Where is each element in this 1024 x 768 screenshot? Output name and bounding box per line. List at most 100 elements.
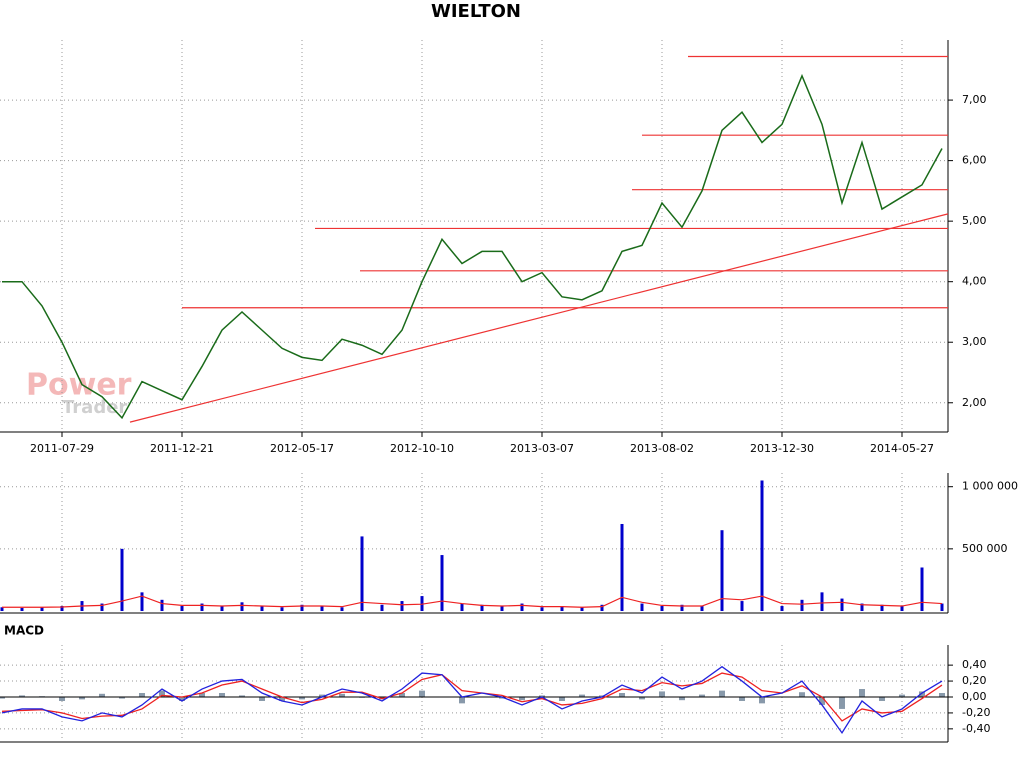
volume-bar <box>460 603 464 611</box>
x-tick-label: 2012-10-10 <box>390 442 454 455</box>
volume-bar <box>220 606 224 611</box>
volume-bar <box>20 607 24 611</box>
y-tick-label: 3,00 <box>962 335 987 348</box>
histogram-bar <box>79 696 85 700</box>
y-tick-label: 4,00 <box>962 275 987 288</box>
y-tick-label: 0,20 <box>962 674 987 687</box>
volume-bar <box>580 607 584 611</box>
volume-bar <box>300 604 304 611</box>
y-tick-label: 2,00 <box>962 396 987 409</box>
y-tick-label: 6,00 <box>962 154 987 167</box>
histogram-bar <box>499 696 505 699</box>
macd-line <box>1 665 943 734</box>
y-tick-label: 0,40 <box>962 658 987 671</box>
histogram-bar <box>859 689 865 697</box>
y-tick-label: 7,00 <box>962 93 987 106</box>
price-line <box>2 73 943 420</box>
x-tick-label: 2011-07-29 <box>30 442 94 455</box>
histogram-bar <box>399 693 405 697</box>
histogram-bar <box>459 696 465 704</box>
volume-bar <box>600 604 604 611</box>
histogram-bar <box>279 696 285 701</box>
volume-bar <box>680 604 684 611</box>
histogram-bar <box>819 696 825 705</box>
volume-bar <box>340 607 344 611</box>
macd-line <box>1 672 943 722</box>
volume-bar <box>800 599 804 611</box>
volume-bar <box>700 606 704 611</box>
watermark: Power <box>26 368 132 403</box>
volume-bar <box>900 606 904 611</box>
histogram-bar <box>19 695 25 697</box>
panel-title: MACD <box>4 624 44 638</box>
x-tick-label: 2011-12-21 <box>150 442 214 455</box>
volume-bar <box>0 607 4 611</box>
volume-bar <box>360 536 364 611</box>
histogram-bar <box>879 696 885 701</box>
volume-bar <box>40 607 44 611</box>
volume-bar <box>440 555 444 611</box>
histogram-bar <box>199 693 205 697</box>
volume-bar <box>140 592 144 611</box>
volume-bar <box>780 606 784 611</box>
volume-bar <box>420 596 424 611</box>
histogram-bar <box>239 695 245 697</box>
y-tick-label: -0,40 <box>962 722 990 735</box>
volume-bar <box>320 606 324 611</box>
histogram-bar <box>699 694 705 697</box>
histogram-bar <box>739 696 745 701</box>
histogram-bar <box>639 696 645 700</box>
volume-bar <box>740 601 744 611</box>
histogram-bar <box>679 696 685 701</box>
volume-bar <box>760 480 764 611</box>
volume-bar <box>540 607 544 611</box>
volume-bar <box>820 592 824 611</box>
histogram-bar <box>259 696 265 701</box>
histogram-bar <box>799 692 805 697</box>
y-tick-label: 5,00 <box>962 214 987 227</box>
chart-title: WIELTON <box>431 1 521 22</box>
histogram-bar <box>619 693 625 697</box>
volume-bar <box>240 602 244 611</box>
histogram-bar <box>319 694 325 697</box>
volume-bar <box>920 567 924 611</box>
histogram-bar <box>59 696 65 701</box>
histogram-bar <box>519 696 525 701</box>
volume-bar <box>100 603 104 611</box>
y-tick-label: -0,20 <box>962 706 990 719</box>
watermark: Trader <box>62 397 127 418</box>
histogram-bar <box>119 696 125 699</box>
volume-bar <box>120 548 124 611</box>
histogram-bar <box>419 690 425 697</box>
x-tick-label: 2014-05-27 <box>870 442 934 455</box>
x-tick-label: 2013-12-30 <box>750 442 814 455</box>
histogram-bar <box>159 690 165 697</box>
histogram-bar <box>839 696 845 709</box>
volume-bar <box>620 523 624 611</box>
volume-bar <box>860 603 864 611</box>
volume-bar <box>640 603 644 611</box>
volume-bar <box>500 606 504 611</box>
histogram-bar <box>899 694 905 697</box>
histogram-bar <box>579 694 585 697</box>
volume-bar <box>280 607 284 611</box>
volume-bar <box>520 603 524 611</box>
histogram-bar <box>179 696 185 701</box>
volume-bar <box>400 601 404 611</box>
y-tick-label: 1 000 000 <box>962 480 1018 493</box>
histogram-bar <box>539 695 545 697</box>
volume-bar <box>940 603 944 611</box>
x-tick-label: 2013-03-07 <box>510 442 574 455</box>
volume-bar <box>840 598 844 611</box>
volume-bar <box>560 606 564 611</box>
volume-bar <box>720 530 724 611</box>
histogram-bar <box>659 691 665 697</box>
histogram-bar <box>599 695 605 697</box>
volume-bar <box>260 606 264 611</box>
histogram-bar <box>139 693 145 697</box>
volume-average <box>2 595 943 608</box>
volume-bar <box>200 603 204 611</box>
volume-bar <box>380 604 384 611</box>
